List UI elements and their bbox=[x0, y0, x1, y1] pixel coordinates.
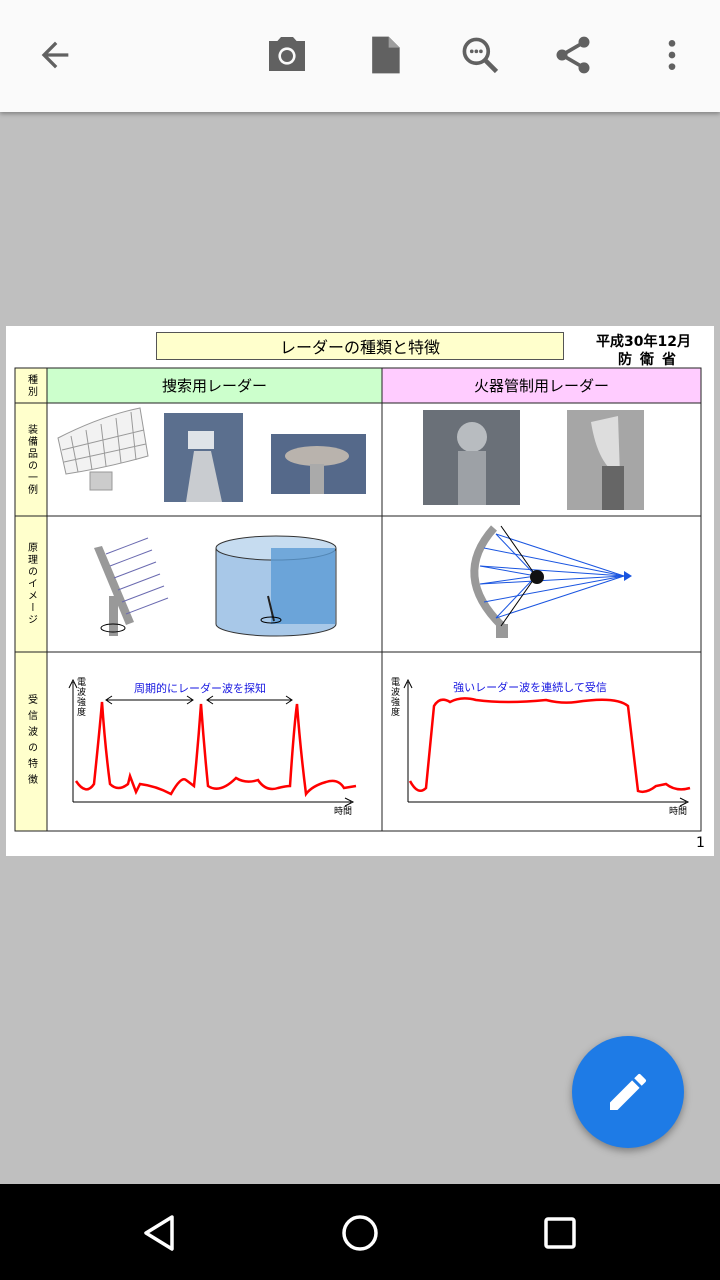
nav-home-button[interactable] bbox=[335, 1208, 385, 1258]
row-label-principle: 原理のイメージ bbox=[25, 542, 37, 626]
tracking-dish-diagram bbox=[470, 525, 632, 638]
document-title: レーダーの種類と特徴 bbox=[156, 332, 564, 360]
back-button[interactable] bbox=[30, 30, 80, 80]
page-graphics bbox=[14, 367, 702, 832]
x-axis-label-left: 時間 bbox=[334, 807, 353, 817]
zoom-icon bbox=[462, 37, 499, 74]
fire-control-wave-line bbox=[408, 697, 691, 794]
home-circle-icon bbox=[342, 1215, 378, 1251]
row-label-type: 種別 bbox=[25, 373, 37, 398]
x-axis bbox=[73, 797, 355, 807]
recents-square-icon bbox=[544, 1217, 576, 1249]
cylinder-scan-diagram bbox=[215, 535, 337, 637]
camera-button[interactable] bbox=[262, 30, 312, 80]
system-nav-bar bbox=[0, 1184, 720, 1280]
row-label-wave: 受信波の特徴 bbox=[25, 693, 37, 790]
more-vert-icon bbox=[668, 40, 676, 70]
back-triangle-icon bbox=[144, 1215, 174, 1251]
search-wave-caption: 周期的にレーダー波を探知 bbox=[134, 682, 266, 695]
more-options-button[interactable] bbox=[647, 30, 697, 80]
share-icon bbox=[556, 36, 590, 74]
camera-icon bbox=[269, 37, 305, 71]
document-icon bbox=[372, 36, 400, 74]
fire-control-wave-chart bbox=[403, 678, 691, 807]
document-date: 平成30年12月 bbox=[596, 334, 691, 350]
search-zoom-button[interactable] bbox=[455, 30, 505, 80]
document-organization: 防衛省 bbox=[618, 352, 684, 368]
app-toolbar bbox=[0, 0, 720, 112]
y-axis bbox=[68, 678, 78, 802]
radar-lattice-drawing bbox=[57, 407, 149, 491]
table-grid bbox=[14, 367, 702, 832]
search-radar-header-bg bbox=[47, 368, 382, 403]
pdf-page: レーダーの種類と特徴 平成30年12月 防衛省 種別 装備品の一例 原理のイメー… bbox=[6, 326, 714, 856]
edit-fab[interactable] bbox=[572, 1036, 684, 1148]
nav-recents-button[interactable] bbox=[535, 1208, 585, 1258]
rotating-antenna-diagram bbox=[94, 537, 169, 636]
share-button[interactable] bbox=[548, 30, 598, 80]
x-axis bbox=[408, 797, 690, 807]
x-axis-label-right: 時間 bbox=[669, 807, 688, 817]
search-wave-line bbox=[74, 701, 357, 798]
document-button[interactable] bbox=[360, 30, 410, 80]
fire-control-wave-caption: 強いレーダー波を連続して受信 bbox=[453, 681, 607, 694]
fire-control-radar-header: 火器管制用レーダー bbox=[473, 377, 609, 395]
back-arrow-icon bbox=[41, 41, 69, 69]
pencil-icon bbox=[610, 1073, 646, 1110]
nav-back-button[interactable] bbox=[135, 1208, 185, 1258]
y-axis bbox=[403, 678, 413, 802]
row-label-equipment: 装備品の一例 bbox=[25, 423, 37, 496]
page-number: 1 bbox=[696, 835, 705, 851]
search-radar-header: 捜索用レーダー bbox=[161, 377, 267, 395]
y-axis-label-right: 電波強度 bbox=[391, 678, 401, 718]
search-wave-chart bbox=[68, 678, 357, 807]
label-column-bg bbox=[15, 368, 47, 831]
y-axis-label-left: 電波強度 bbox=[77, 678, 87, 718]
fire-control-header-bg bbox=[382, 368, 701, 403]
